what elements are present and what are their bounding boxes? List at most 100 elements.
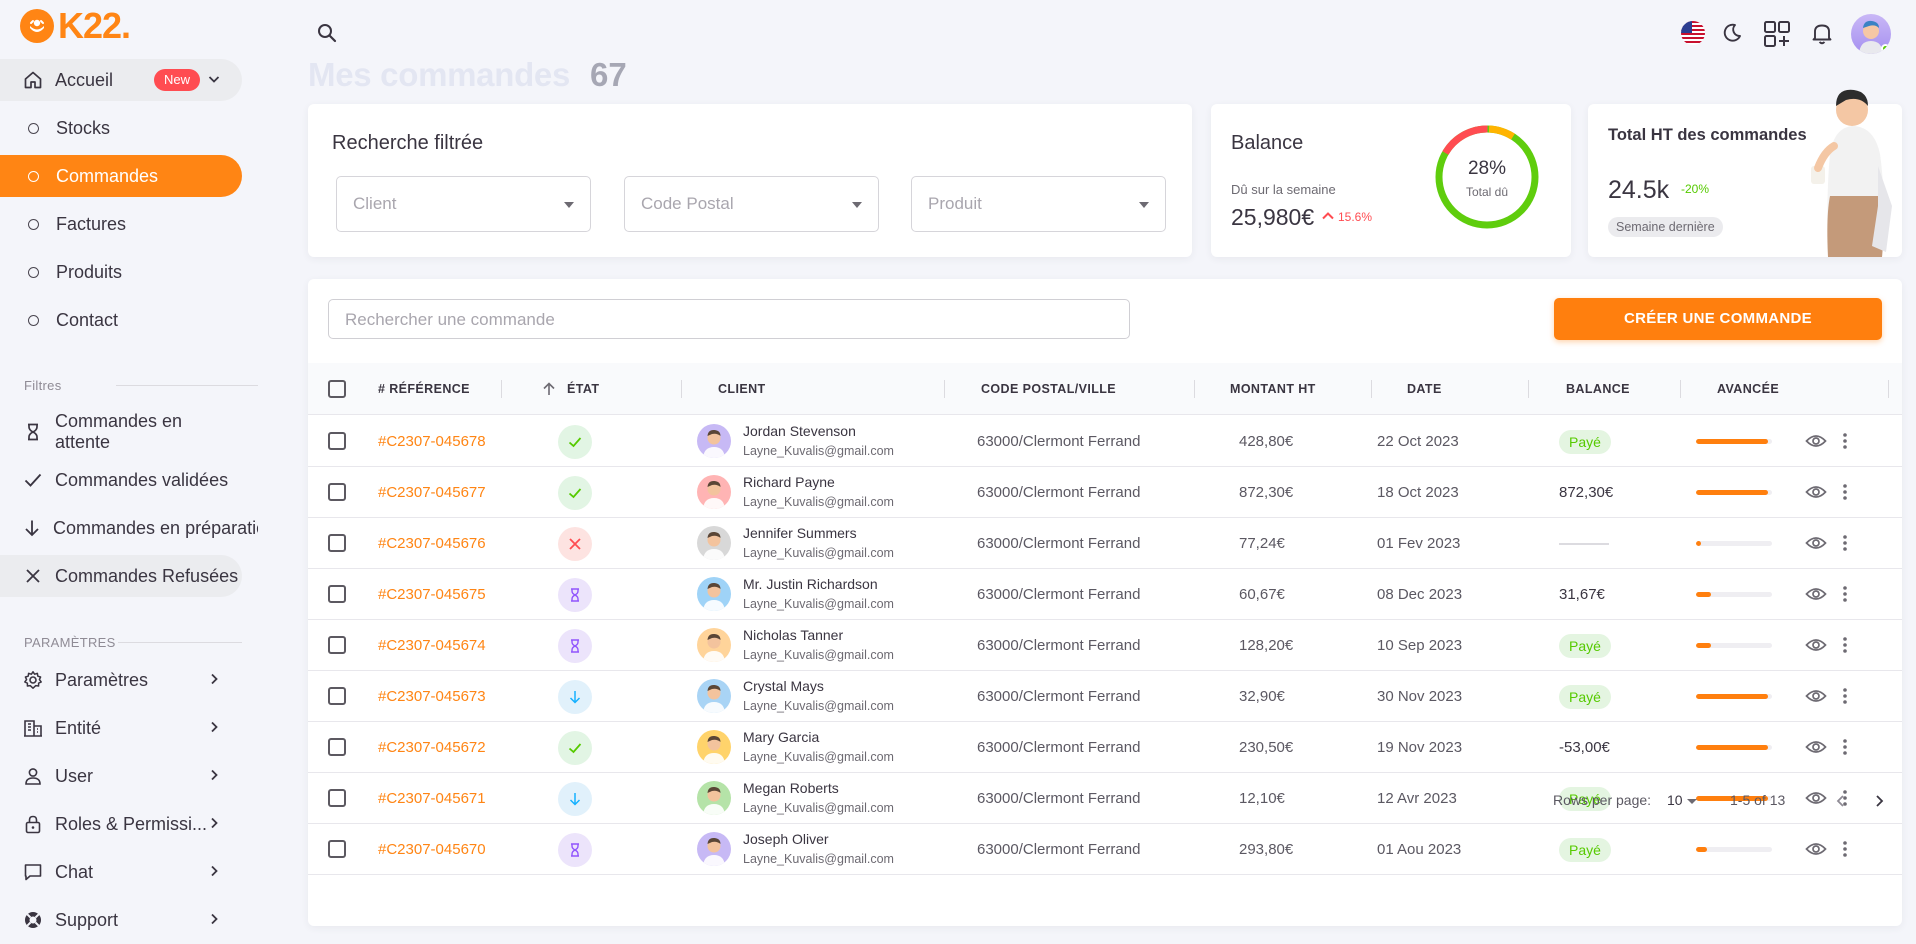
table-row[interactable]: #C2307-045677 Richard Payne Layne_Kuvali… xyxy=(308,467,1902,518)
row-checkbox[interactable] xyxy=(328,483,346,501)
user-avatar[interactable] xyxy=(1851,14,1891,54)
more-vertical-icon[interactable] xyxy=(1842,585,1848,603)
sidebar-item-chat[interactable]: Chat xyxy=(0,851,242,893)
postal-code-select[interactable]: Code Postal xyxy=(624,176,879,232)
rows-per-page-select[interactable]: 10 xyxy=(1667,792,1683,808)
row-checkbox[interactable] xyxy=(328,840,346,858)
client-avatar xyxy=(697,628,731,662)
bell-icon[interactable] xyxy=(1811,21,1833,45)
eye-icon[interactable] xyxy=(1805,840,1827,858)
table-row[interactable]: #C2307-045672 Mary Garcia Layne_Kuvalis@… xyxy=(308,722,1902,773)
amount-ht: 32,90€ xyxy=(1239,688,1285,705)
caret-down-icon[interactable] xyxy=(1687,799,1697,804)
eye-icon[interactable] xyxy=(1805,483,1827,501)
eye-icon[interactable] xyxy=(1805,738,1827,756)
sidebar-item-accueil[interactable]: Accueil New xyxy=(0,59,242,101)
table-row[interactable]: #C2307-045673 Crystal Mays Layne_Kuvalis… xyxy=(308,671,1902,722)
more-vertical-icon[interactable] xyxy=(1842,738,1848,756)
page-title: Mes commandes xyxy=(308,56,571,93)
row-checkbox[interactable] xyxy=(328,432,346,450)
sidebar-item-produits[interactable]: Produits xyxy=(0,251,242,293)
order-reference-link[interactable]: #C2307-045675 xyxy=(378,586,486,603)
sidebar-item-commandes-attente[interactable]: Commandes en attente xyxy=(0,411,242,453)
row-checkbox[interactable] xyxy=(328,534,346,552)
circle-icon xyxy=(28,314,39,326)
col-reference[interactable]: # RÉFÉRENCE xyxy=(378,382,470,396)
col-postal[interactable]: CODE POSTAL/VILLE xyxy=(981,382,1117,396)
sidebar-item-user[interactable]: User xyxy=(0,755,242,797)
apps-grid-icon[interactable] xyxy=(1763,20,1791,48)
col-progress[interactable]: AVANCÉE xyxy=(1717,382,1780,396)
chevron-right-icon xyxy=(206,911,222,927)
row-checkbox[interactable] xyxy=(328,789,346,807)
row-checkbox[interactable] xyxy=(328,636,346,654)
sidebar-item-support[interactable]: Support xyxy=(0,899,242,941)
eye-icon[interactable] xyxy=(1805,432,1827,450)
sidebar-item-roles[interactable]: Roles & Permissi... xyxy=(0,803,242,845)
sidebar-item-contact[interactable]: Contact xyxy=(0,299,242,341)
more-vertical-icon[interactable] xyxy=(1842,789,1848,807)
sidebar-item-commandes-validees[interactable]: Commandes validées xyxy=(0,459,242,501)
more-vertical-icon[interactable] xyxy=(1842,840,1848,858)
order-reference-link[interactable]: #C2307-045674 xyxy=(378,637,486,654)
eye-icon[interactable] xyxy=(1805,789,1827,807)
us-flag-icon[interactable] xyxy=(1681,21,1705,45)
column-separator xyxy=(681,380,682,398)
eye-icon[interactable] xyxy=(1805,534,1827,552)
client-select[interactable]: Client xyxy=(336,176,591,232)
eye-icon[interactable] xyxy=(1805,585,1827,603)
sidebar-item-label: Chat xyxy=(55,861,94,882)
table-row[interactable]: #C2307-045675 Mr. Justin Richardson Layn… xyxy=(308,569,1902,620)
balance-value: -53,00€ xyxy=(1559,739,1610,756)
order-reference-link[interactable]: #C2307-045678 xyxy=(378,433,486,450)
sidebar-item-commandes-refusees[interactable]: Commandes Refusées xyxy=(0,555,242,597)
eye-icon[interactable] xyxy=(1805,687,1827,705)
col-client[interactable]: CLIENT xyxy=(718,382,766,396)
chevron-left-icon[interactable] xyxy=(1832,792,1850,810)
eye-icon[interactable] xyxy=(1805,636,1827,654)
order-reference-link[interactable]: #C2307-045671 xyxy=(378,790,486,807)
sidebar-item-commandes[interactable]: Commandes xyxy=(0,155,242,197)
more-vertical-icon[interactable] xyxy=(1842,534,1848,552)
table-row[interactable]: #C2307-045671 Megan Roberts Layne_Kuvali… xyxy=(308,773,1902,824)
col-state[interactable]: ÉTAT xyxy=(567,382,600,396)
more-vertical-icon[interactable] xyxy=(1842,687,1848,705)
sidebar-item-label: Support xyxy=(55,909,119,930)
product-select[interactable]: Produit xyxy=(911,176,1166,232)
more-vertical-icon[interactable] xyxy=(1842,483,1848,501)
more-vertical-icon[interactable] xyxy=(1842,636,1848,654)
row-checkbox[interactable] xyxy=(328,687,346,705)
order-reference-link[interactable]: #C2307-045676 xyxy=(378,535,486,552)
progress-fill xyxy=(1696,847,1708,852)
sidebar-item-parametres[interactable]: Paramètres xyxy=(0,659,242,701)
chevron-right-icon[interactable] xyxy=(1870,792,1888,810)
sidebar-item-entite[interactable]: Entité xyxy=(0,707,242,749)
chevron-down-icon xyxy=(206,71,222,87)
table-row[interactable]: #C2307-045670 Joseph Oliver Layne_Kuvali… xyxy=(308,824,1902,875)
order-reference-link[interactable]: #C2307-045673 xyxy=(378,688,486,705)
progress-bar xyxy=(1696,643,1772,648)
brand-logo[interactable]: K22. xyxy=(20,5,131,46)
sidebar-item-stocks[interactable]: Stocks xyxy=(0,107,242,149)
sort-arrow-up-icon[interactable] xyxy=(541,381,557,397)
lock-icon xyxy=(22,813,44,835)
order-reference-link[interactable]: #C2307-045670 xyxy=(378,841,486,858)
col-balance[interactable]: BALANCE xyxy=(1566,382,1630,396)
more-vertical-icon[interactable] xyxy=(1842,432,1848,450)
orders-search-input[interactable]: Rechercher une commande xyxy=(328,299,1130,339)
col-amount[interactable]: MONTANT HT xyxy=(1230,382,1316,396)
table-row[interactable]: #C2307-045678 Jordan Stevenson Layne_Kuv… xyxy=(308,416,1902,467)
select-all-checkbox[interactable] xyxy=(328,380,346,398)
row-checkbox[interactable] xyxy=(328,738,346,756)
order-reference-link[interactable]: #C2307-045672 xyxy=(378,739,486,756)
table-row[interactable]: #C2307-045676 Jennifer Summers Layne_Kuv… xyxy=(308,518,1902,569)
table-row[interactable]: #C2307-045674 Nicholas Tanner Layne_Kuva… xyxy=(308,620,1902,671)
search-icon[interactable] xyxy=(316,22,338,44)
order-reference-link[interactable]: #C2307-045677 xyxy=(378,484,486,501)
sidebar-item-commandes-preparation[interactable]: Commandes en préparatio xyxy=(0,507,258,549)
row-checkbox[interactable] xyxy=(328,585,346,603)
col-date[interactable]: DATE xyxy=(1407,382,1442,396)
moon-icon[interactable] xyxy=(1720,21,1744,45)
sidebar-item-factures[interactable]: Factures xyxy=(0,203,242,245)
create-order-button[interactable]: CRÉER UNE COMMANDE xyxy=(1554,298,1882,340)
